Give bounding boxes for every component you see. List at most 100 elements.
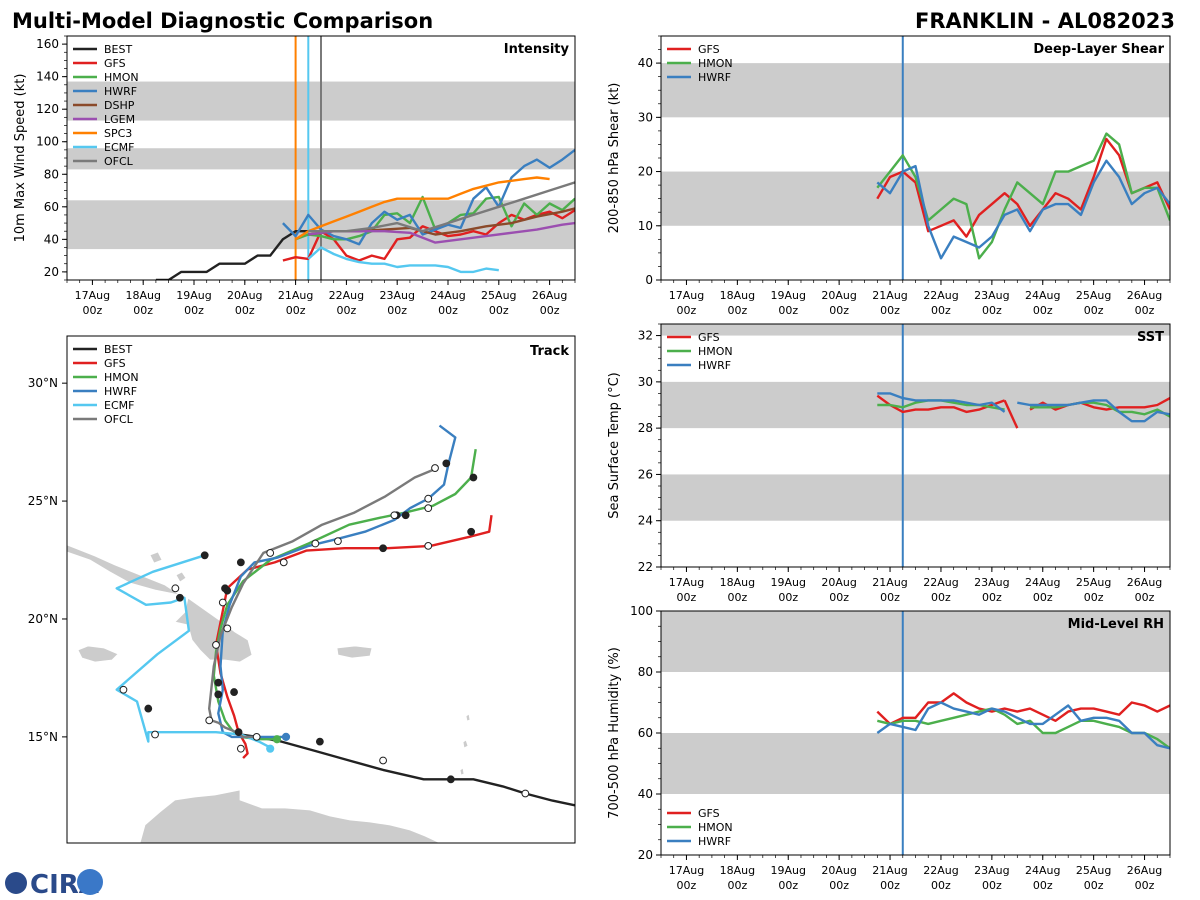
shear-line-hwrf — [876, 159, 1170, 260]
rh-panel: 20 40 60 80 100 17Aug 00z 18Aug 00z 19Aug 00z 20Aug… — [607, 604, 1171, 892]
shear-xtick-label: 00z — [778, 304, 798, 317]
shear-panel: 0 10 20 30 40 17Aug 00z 18Aug 00z 19Aug 00z 20Aug 00… — [607, 35, 1171, 317]
sst-xtick-label: 00z — [829, 591, 849, 604]
rh-xtick-label: 00z — [1135, 879, 1155, 892]
intensity-xtick-label: 17Aug — [75, 289, 110, 302]
track-land-shape — [139, 789, 441, 843]
rh-legend-label-hwrf: HWRF — [698, 835, 731, 848]
rh-line-hmon — [877, 707, 1170, 750]
intensity-line-best — [155, 230, 309, 280]
intensity-xtick-label: 00z — [235, 304, 255, 317]
shear-xtick-label: 23Aug — [974, 289, 1009, 302]
track-line-hwrf — [217, 424, 457, 739]
track-marker-best — [379, 756, 387, 765]
rh-ytick-label: 60 — [638, 726, 653, 740]
sst-legend-label-hmon: HMON — [698, 345, 733, 358]
sst-line-hwrf — [877, 392, 1170, 423]
track-marker-gfs — [230, 688, 238, 696]
rh-band — [661, 611, 1170, 672]
track-marker-hwrf — [236, 558, 245, 567]
sst-xtick-label: 18Aug — [720, 576, 755, 589]
rh-legend-label-gfs: GFS — [698, 807, 720, 820]
sst-xtick-label: 00z — [778, 591, 798, 604]
track-marker-ofcl — [431, 464, 439, 472]
rh-xtick-label: 21Aug — [872, 864, 907, 877]
track-marker-gfs — [379, 544, 387, 553]
intensity-xtick-label: 21Aug — [278, 289, 313, 302]
intensity-legend-label-ecmf: ECMF — [104, 141, 134, 154]
intensity-line-ecmf — [307, 246, 499, 274]
intensity-xtick-label: 00z — [83, 304, 103, 317]
intensity-ytick-label: 80 — [44, 167, 59, 181]
intensity-legend-label-spc3: SPC3 — [104, 127, 132, 140]
intensity-ytick-label: 160 — [36, 37, 59, 51]
rh-xtick-label: 00z — [931, 879, 951, 892]
intensity-legend-label-dshp: DSHP — [104, 99, 135, 112]
intensity-xtick-label: 00z — [133, 304, 153, 317]
intensity-xtick-label: 00z — [337, 304, 357, 317]
sst-xtick-label: 20Aug — [821, 576, 856, 589]
rh-title: Mid-Level RH — [1068, 617, 1164, 632]
track-marker-hmon — [214, 690, 223, 699]
track-legend-label-hwrf: HWRF — [104, 385, 137, 398]
rh-series-group — [876, 692, 1170, 750]
sst-xtick-label: 00z — [880, 591, 900, 604]
sst-ylabel: Sea Surface Temp (°C) — [607, 372, 622, 519]
rh-ytick-label: 80 — [638, 665, 653, 679]
shear-ylabel: 200-850 hPa Shear (kt) — [607, 83, 622, 234]
intensity-xtick-label: 00z — [387, 304, 407, 317]
intensity-ytick-label: 20 — [44, 265, 59, 279]
intensity-line-spc3 — [294, 176, 550, 241]
track-marker-hmon — [334, 537, 342, 546]
sst-xtick-label: 17Aug — [669, 576, 704, 589]
rh-xtick-label: 18Aug — [720, 864, 755, 877]
track-marker-hmon — [401, 511, 410, 520]
intensity-ytick-label: 140 — [36, 70, 59, 84]
track-legend-label-hmon: HMON — [104, 371, 139, 384]
track-marker-ecmf — [266, 744, 275, 753]
intensity-xtick-label: 19Aug — [176, 289, 211, 302]
track-land-shape — [459, 767, 465, 776]
sst-xtick-label: 00z — [982, 591, 1002, 604]
track-ytick-label: 25°N — [28, 494, 58, 508]
sst-band — [661, 381, 1170, 429]
intensity-xtick-label: 20Aug — [227, 289, 262, 302]
shear-series-group — [876, 132, 1170, 260]
track-line-ecmf — [115, 554, 274, 750]
sst-ytick-label: 26 — [638, 467, 653, 481]
sst-xtick-label: 00z — [1084, 591, 1104, 604]
shear-xtick-label: 20Aug — [821, 289, 856, 302]
track-legend-label-ofcl: OFCL — [104, 413, 134, 426]
shear-xtick-label: 00z — [727, 304, 747, 317]
rh-xtick-label: 00z — [1084, 879, 1104, 892]
track-marker-ofcl — [252, 732, 261, 741]
track-marker-hwrf — [424, 494, 433, 503]
intensity-xtick-label: 00z — [540, 304, 560, 317]
track-marker-best — [446, 775, 455, 784]
rh-legend-label-hmon: HMON — [698, 821, 733, 834]
track-marker-ofcl — [205, 716, 214, 725]
rh-xtick-label: 17Aug — [669, 864, 704, 877]
rh-xtick-label: 00z — [677, 879, 697, 892]
figure-title: Multi-Model Diagnostic Comparison — [12, 9, 433, 33]
track-marker-ecmf — [171, 584, 180, 593]
shear-ytick-label: 0 — [645, 273, 653, 287]
track-land-shape — [462, 739, 469, 749]
sst-legend-label-gfs: GFS — [698, 331, 720, 344]
intensity-xtick-label: 18Aug — [125, 289, 160, 302]
sst-panel: 22 24 26 28 30 32 17Aug 00z 18Aug 00z 19Aug 00z 20Au… — [607, 323, 1171, 604]
track-land-shape — [336, 645, 373, 659]
intensity-legend-label-hmon: HMON — [104, 71, 139, 84]
track-land-shape — [149, 551, 163, 564]
track-marker-best — [315, 737, 324, 746]
sst-ytick-label: 24 — [638, 514, 653, 528]
track-marker-hmon — [223, 586, 232, 595]
intensity-xtick-label: 00z — [286, 304, 306, 317]
track-marker-hwrf — [214, 678, 223, 687]
intensity-xtick-label: 26Aug — [532, 289, 567, 302]
track-marker-gfs — [467, 527, 476, 536]
sst-xtick-label: 22Aug — [923, 576, 958, 589]
track-marker-gfs — [212, 641, 220, 649]
track-ytick-label: 15°N — [28, 730, 58, 744]
storm-id: FRANKLIN - AL082023 — [915, 9, 1175, 33]
